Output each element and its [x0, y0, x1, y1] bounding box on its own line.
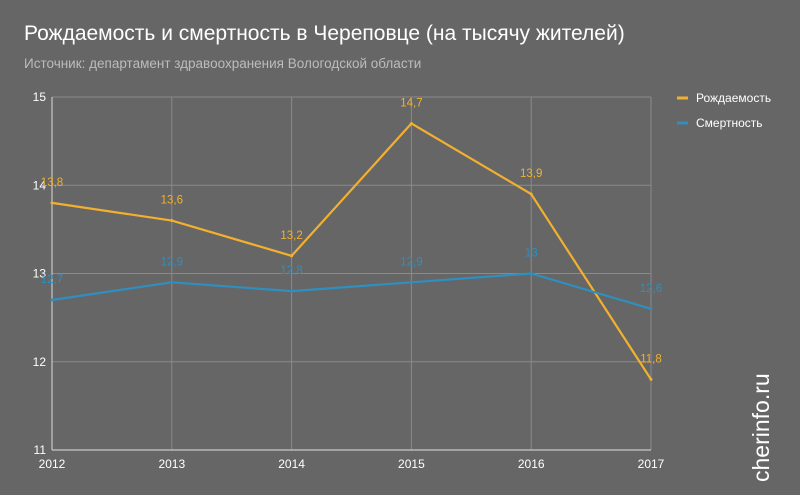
series-line-2 — [51, 272, 652, 310]
series-1-point — [529, 192, 533, 196]
data-label: 12,7 — [41, 274, 63, 286]
data-label: 11,8 — [640, 353, 662, 365]
x-tick-label: 2013 — [158, 457, 185, 471]
series-2-point — [649, 307, 653, 311]
data-label: 12,6 — [640, 283, 662, 295]
legend-label: Рождаемость — [696, 91, 771, 105]
x-tick-label: 2015 — [398, 457, 425, 471]
data-label: 13 — [525, 248, 538, 260]
series-2-point — [409, 280, 413, 284]
series-2-point — [529, 272, 533, 275]
chart-title: Рождаемость и смертность в Череповце (на… — [24, 22, 625, 45]
x-tick-label: 2014 — [278, 457, 305, 471]
data-label: 13,9 — [520, 168, 542, 180]
series-1-point — [649, 377, 653, 381]
x-tick-label: 2016 — [518, 457, 545, 471]
series-1-point — [290, 254, 294, 258]
data-label: 12,9 — [161, 256, 183, 268]
legend-label: Смертность — [696, 116, 763, 130]
data-label: 12,8 — [280, 265, 302, 277]
chart-subtitle: Источник: департамент здравоохранения Во… — [24, 56, 422, 71]
data-label: 12,9 — [400, 256, 422, 268]
y-tick-label: 12 — [33, 355, 47, 369]
series-1-point — [170, 219, 174, 223]
y-tick-label: 11 — [34, 443, 47, 457]
series-line-1 — [51, 122, 652, 380]
series-1-point — [50, 201, 54, 205]
series-1-point — [409, 121, 413, 125]
data-label: 13,8 — [41, 177, 63, 189]
data-label: 13,6 — [161, 195, 183, 207]
data-label: 13,2 — [280, 230, 302, 242]
watermark: cherinfo.ru — [748, 373, 774, 482]
x-tick-label: 2017 — [638, 457, 665, 471]
series-2-point — [50, 298, 54, 302]
y-tick-label: 15 — [33, 90, 47, 104]
data-label: 14,7 — [400, 97, 422, 109]
series-2-point — [170, 280, 174, 284]
y-tick-label: 14 — [33, 178, 47, 192]
series-2-point — [290, 289, 294, 293]
y-tick-label: 13 — [33, 267, 47, 281]
x-tick-label: 2012 — [39, 457, 66, 471]
